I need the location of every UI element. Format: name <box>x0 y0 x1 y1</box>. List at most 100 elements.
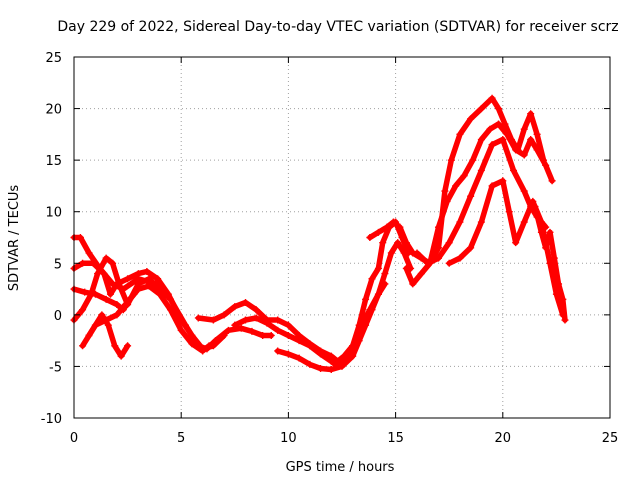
data-point <box>194 314 202 322</box>
data-point <box>441 187 449 195</box>
data-point <box>124 342 132 350</box>
data-point <box>284 321 292 329</box>
data-point <box>477 166 485 174</box>
data-point <box>486 125 494 133</box>
data-point <box>145 275 153 283</box>
data-point <box>413 249 421 257</box>
data-point <box>134 280 142 288</box>
data-point <box>447 156 455 164</box>
data-point <box>389 218 397 226</box>
data-point <box>529 197 537 205</box>
data-point <box>546 259 554 267</box>
data-point <box>237 324 245 332</box>
data-point <box>409 280 417 288</box>
data-point <box>383 223 391 231</box>
data-point <box>512 146 520 154</box>
series-line <box>71 283 212 354</box>
data-point <box>368 275 376 283</box>
data-point <box>121 301 129 309</box>
x-tick-label: 20 <box>495 431 512 446</box>
data-point <box>531 203 539 211</box>
data-point <box>505 208 513 216</box>
data-point <box>499 177 507 185</box>
data-point <box>366 234 374 241</box>
series-line <box>532 203 568 323</box>
data-point <box>452 182 460 190</box>
data-point <box>520 125 528 133</box>
data-point <box>317 350 325 358</box>
data-point <box>106 290 114 298</box>
series-track-14 <box>531 203 569 324</box>
data-point <box>102 254 110 262</box>
data-point <box>154 275 162 283</box>
data-point <box>527 110 535 118</box>
data-point <box>520 187 528 195</box>
plot-frame <box>73 56 611 419</box>
series-line <box>367 95 547 267</box>
data-point <box>306 360 314 368</box>
y-tick-label: 0 <box>54 309 62 324</box>
data-point <box>499 136 507 144</box>
data-point <box>402 264 410 272</box>
data-point <box>76 234 84 241</box>
chart-title: Day 229 of 2022, Sidereal Day-to-day VTE… <box>57 19 618 35</box>
data-point <box>85 249 93 257</box>
data-point <box>102 295 110 303</box>
data-point <box>445 239 453 247</box>
data-point <box>488 141 496 149</box>
data-point <box>546 228 554 236</box>
data-point <box>488 94 496 102</box>
data-point <box>469 156 477 164</box>
x-tick-label: 0 <box>70 431 78 446</box>
data-point <box>520 218 528 226</box>
data-point <box>113 311 121 319</box>
y-tick-label: 15 <box>45 154 62 169</box>
data-point <box>220 331 228 339</box>
data-point <box>79 306 87 314</box>
data-point <box>555 280 563 288</box>
data-point <box>91 321 99 329</box>
data-point <box>533 130 541 138</box>
data-point <box>379 239 387 247</box>
data-point <box>231 303 239 311</box>
data-point <box>209 316 217 324</box>
data-point <box>434 254 442 262</box>
data-point <box>456 218 464 226</box>
data-point <box>145 282 153 290</box>
data-point <box>102 316 110 324</box>
data-point <box>164 290 172 298</box>
data-point <box>402 239 410 247</box>
series-line <box>71 234 274 352</box>
series-track-1 <box>70 234 275 353</box>
y-axis-label: SDTVAR / TECUs <box>7 185 22 292</box>
data-point <box>503 130 511 138</box>
data-point <box>274 347 282 355</box>
series-group <box>70 94 569 374</box>
y-tick-label: -5 <box>49 360 62 375</box>
data-point <box>205 342 213 350</box>
data-point <box>306 342 314 350</box>
series-line <box>446 178 566 318</box>
x-tick-label: 10 <box>280 431 297 446</box>
data-point <box>495 105 503 113</box>
data-point <box>477 105 485 113</box>
data-point <box>274 326 282 334</box>
series-track-9 <box>274 280 389 374</box>
data-point <box>104 321 112 329</box>
data-point <box>381 280 389 288</box>
data-point <box>537 228 545 236</box>
data-point <box>220 311 228 319</box>
data-point <box>327 366 335 374</box>
axis-ticks: 0 5 10 15 20 25 -10 -5 0 5 10 15 20 25 <box>41 51 619 446</box>
data-point <box>87 290 95 298</box>
data-point <box>284 331 292 339</box>
data-point <box>124 275 132 283</box>
data-point <box>224 326 232 334</box>
data-point <box>113 301 121 309</box>
data-point <box>252 314 260 322</box>
data-point <box>424 259 432 267</box>
data-point <box>355 337 363 345</box>
series-line <box>86 291 137 339</box>
data-point <box>396 223 404 231</box>
